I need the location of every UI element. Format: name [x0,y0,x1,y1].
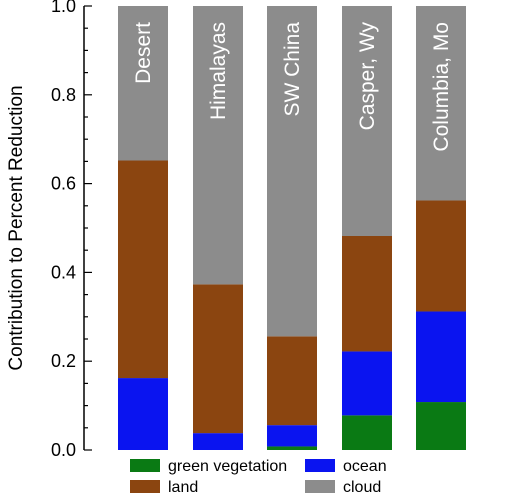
y-axis-title: Contribution to Percent Reduction [6,85,27,370]
bar-segment-green-vegetation-4 [416,402,466,450]
y-tick-label-2: 0.4 [51,262,76,282]
bar-segment-land-3 [342,235,392,352]
legend-label-green-vegetation: green vegetation [168,458,287,475]
bar-segment-land-4 [416,200,466,312]
bar-segment-land-0 [118,160,168,379]
legend-swatch-green-vegetation [130,459,160,472]
bar-label-4: Columbia, Mo [430,22,453,152]
bar-segment-cloud-3 [342,6,392,236]
legend-label-cloud: cloud [343,479,381,496]
bar-label-0: Desert [132,22,155,84]
y-tick-label-0: 0.0 [51,440,76,460]
y-axis: 0.0 0.2 0.4 0.6 0.8 1.0 [51,0,92,460]
bar-segment-cloud-0 [118,6,168,161]
bar-label-2: SW China [281,22,304,117]
bar-segment-cloud-1 [193,6,243,285]
bar-segment-cloud-4 [416,6,466,201]
y-tick-label-1: 0.2 [51,351,76,371]
bar-segment-ocean-1 [193,433,243,450]
bar-segment-ocean-0 [118,378,168,450]
legend: green vegetation ocean land cloud [130,458,387,496]
bar-segment-ocean-2 [267,425,317,447]
bar-label-1: Himalayas [207,22,230,120]
legend-label-land: land [168,479,198,496]
y-tick-label-3: 0.6 [51,174,76,194]
bar-segment-ocean-3 [342,351,392,416]
bar-segment-land-2 [267,336,317,426]
legend-swatch-cloud [305,480,335,493]
bar-label-3: Casper, Wy [356,22,379,131]
bar-segment-ocean-4 [416,311,466,403]
y-tick-label-5: 1.0 [51,0,76,16]
bar-segment-green-vegetation-2 [267,446,317,450]
y-tick-label-4: 0.8 [51,85,76,105]
bar-segment-land-1 [193,284,243,434]
legend-swatch-land [130,480,160,493]
legend-label-ocean: ocean [343,458,387,475]
legend-swatch-ocean [305,459,335,472]
bar-segment-green-vegetation-3 [342,415,392,450]
bar-labels-group: Desert Himalayas SW China Casper, Wy Columbi… [132,22,453,152]
bars-group [118,6,466,450]
bar-segment-cloud-2 [267,6,317,337]
